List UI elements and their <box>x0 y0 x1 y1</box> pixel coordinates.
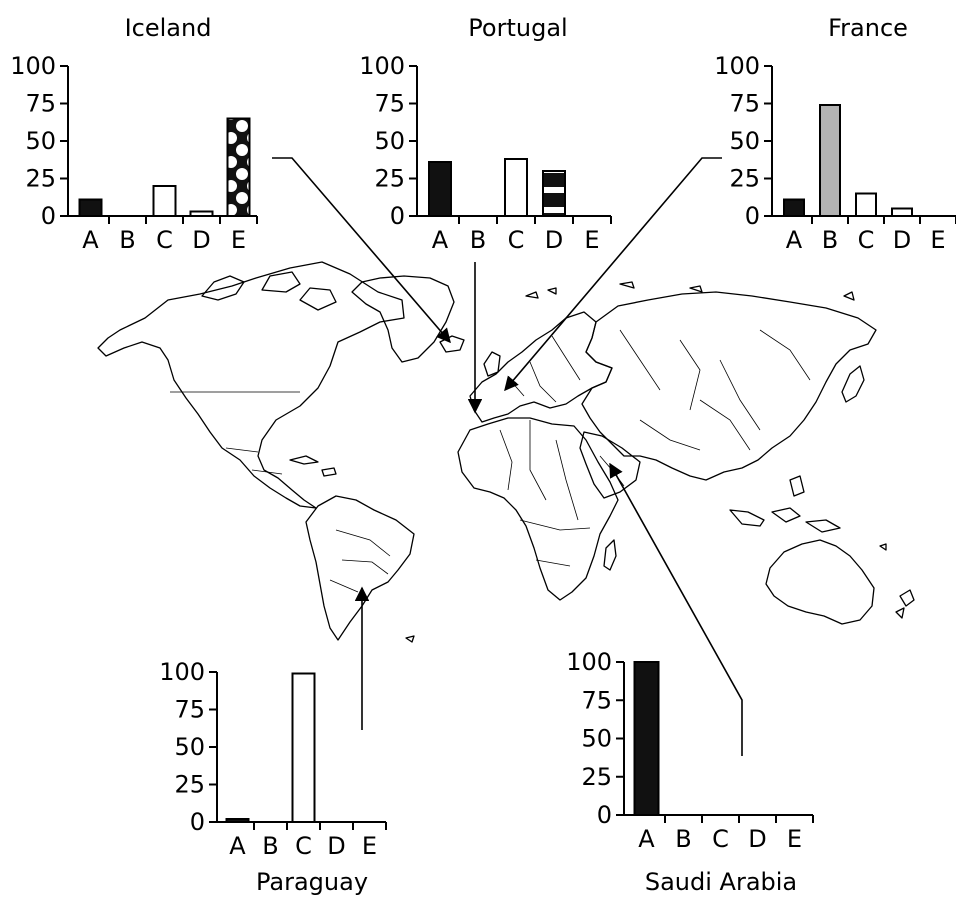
y-tick-label: 25 <box>25 165 56 193</box>
x-tick-label: A <box>229 832 246 860</box>
chart-title-saudi-arabia: Saudi Arabia <box>645 868 797 896</box>
x-tick-label: B <box>119 226 135 254</box>
x-tick-label: E <box>930 226 945 254</box>
map-arabia <box>579 431 641 499</box>
x-tick-label: D <box>192 226 210 254</box>
y-tick-label: 75 <box>25 90 56 118</box>
bar-d <box>542 170 566 217</box>
y-tick-label: 0 <box>745 202 760 230</box>
y-tick-label: 25 <box>581 763 612 791</box>
chart-title-paraguay: Paraguay <box>256 868 368 896</box>
map-japan <box>841 365 865 403</box>
x-tick-label: E <box>231 226 246 254</box>
y-tick-label: 0 <box>41 202 56 230</box>
x-tick-label: C <box>858 226 875 254</box>
connectors <box>272 157 743 756</box>
map-europe <box>469 311 613 423</box>
map-south-america <box>305 495 415 641</box>
y-tick-label: 75 <box>374 90 405 118</box>
connector-france <box>504 157 722 392</box>
y-tick-label: 100 <box>159 658 205 686</box>
y-tick-label: 75 <box>581 686 612 714</box>
y-tick-label: 100 <box>566 648 612 676</box>
chart-title-iceland: Iceland <box>125 14 212 42</box>
x-tick-label: C <box>508 226 525 254</box>
y-tick-label: 50 <box>729 127 760 155</box>
y-tick-label: 50 <box>374 127 405 155</box>
bar-a <box>633 661 660 816</box>
bar-d <box>189 210 214 217</box>
chart-title-france: France <box>828 14 908 42</box>
x-tick-label: A <box>786 226 803 254</box>
x-tick-label: C <box>156 226 173 254</box>
y-tick-label: 100 <box>10 52 56 80</box>
y-tick-label: 50 <box>174 733 205 761</box>
map-asia <box>581 291 877 481</box>
bar-c <box>855 192 877 217</box>
connector-saudi-arabia <box>609 462 743 756</box>
y-tick-label: 25 <box>374 165 405 193</box>
x-tick-label: E <box>362 832 377 860</box>
world-map <box>97 261 915 643</box>
y-tick-label: 50 <box>25 127 56 155</box>
map-arctic-islands <box>201 271 337 311</box>
x-tick-label: A <box>82 226 99 254</box>
x-tick-label: B <box>470 226 486 254</box>
map-indonesia <box>729 475 841 533</box>
x-tick-label: B <box>262 832 278 860</box>
y-tick-label: 25 <box>729 165 760 193</box>
x-tick-label: E <box>787 825 802 853</box>
x-tick-label: D <box>327 832 345 860</box>
x-tick-label: B <box>822 226 838 254</box>
map-iceland <box>439 335 465 353</box>
map-great-britain <box>483 351 501 377</box>
x-tick-label: C <box>712 825 729 853</box>
map-africa <box>457 417 619 601</box>
x-tick-label: B <box>675 825 691 853</box>
bar-c <box>504 158 528 217</box>
map-falklands <box>405 635 415 643</box>
bar-a <box>783 198 805 217</box>
x-tick-label: A <box>638 825 655 853</box>
y-tick-label: 25 <box>174 771 205 799</box>
bar-e <box>226 117 251 217</box>
bar-a <box>78 198 103 217</box>
chart-title-portugal: Portugal <box>468 14 567 42</box>
chart-iceland: Iceland 0 25 50 75 100 A B C D E <box>10 14 258 254</box>
chart-france: France 0 25 50 75 100 A B C D E <box>714 14 956 254</box>
y-tick-label: 0 <box>597 801 612 829</box>
bar-c <box>152 185 177 217</box>
map-madagascar <box>603 539 617 571</box>
y-tick-label: 75 <box>729 90 760 118</box>
map-minor-islands <box>525 281 887 551</box>
y-tick-label: 100 <box>359 52 405 80</box>
x-tick-label: C <box>295 832 312 860</box>
x-tick-label: D <box>893 226 911 254</box>
x-tick-label: D <box>545 226 563 254</box>
map-caribbean <box>289 455 337 477</box>
map-australia <box>765 539 875 625</box>
bar-a <box>225 818 250 823</box>
map-new-zealand <box>895 589 915 619</box>
y-tick-label: 100 <box>714 52 760 80</box>
x-tick-label: A <box>432 226 449 254</box>
chart-portugal: Portugal 0 25 50 75 100 A B C D E <box>359 14 612 254</box>
chart-saudi-arabia: Saudi Arabia 0 25 50 75 100 A B C D E <box>566 648 814 896</box>
map-north-america <box>97 261 405 509</box>
x-tick-label: E <box>584 226 599 254</box>
y-tick-label: 50 <box>581 725 612 753</box>
y-tick-label: 75 <box>174 696 205 724</box>
bar-d <box>891 207 913 217</box>
bar-c <box>291 672 316 823</box>
bar-b <box>819 104 841 217</box>
y-tick-label: 0 <box>190 808 205 836</box>
x-tick-label: D <box>748 825 766 853</box>
bar-a <box>428 161 452 217</box>
chart-paraguay: Paraguay 0 25 50 75 100 A B C D E <box>159 658 387 896</box>
y-tick-label: 0 <box>390 202 405 230</box>
map-borders <box>170 329 811 593</box>
connector-iceland <box>272 157 451 344</box>
map-greenland <box>351 275 455 363</box>
